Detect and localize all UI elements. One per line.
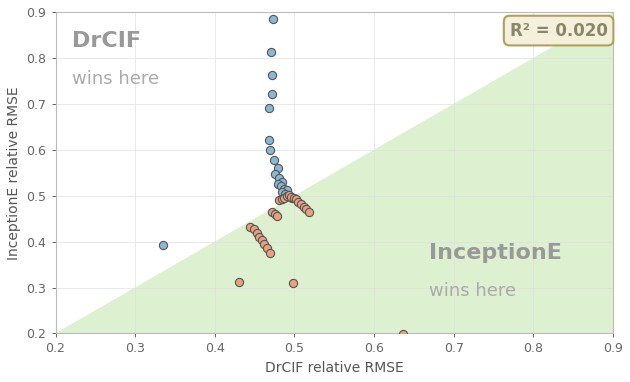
Point [274, 175, 284, 181]
Point [282, 193, 292, 199]
Point [273, 181, 283, 187]
Point [284, 192, 294, 198]
Point [267, 209, 277, 215]
Point [296, 201, 306, 207]
Text: DrCIF: DrCIF [72, 31, 141, 51]
Point [265, 147, 275, 153]
Point [279, 186, 289, 192]
Point [277, 179, 287, 185]
Point [270, 171, 280, 177]
Point [289, 195, 299, 201]
Point [277, 189, 287, 196]
Point [262, 246, 272, 252]
Point [245, 224, 255, 230]
Point [304, 209, 314, 215]
Point [264, 105, 274, 111]
Point [273, 165, 283, 171]
X-axis label: DrCIF relative RMSE: DrCIF relative RMSE [265, 361, 404, 375]
Point [272, 213, 282, 219]
Point [287, 195, 297, 201]
Point [257, 237, 267, 243]
Point [299, 204, 309, 210]
Point [269, 157, 279, 163]
Point [158, 242, 168, 248]
Point [301, 206, 311, 212]
Point [279, 194, 289, 201]
Point [285, 194, 295, 200]
Text: InceptionE: InceptionE [429, 243, 562, 264]
Point [276, 183, 286, 189]
Polygon shape [55, 12, 613, 333]
Point [280, 191, 290, 197]
Point [282, 187, 292, 193]
Point [282, 193, 292, 199]
Point [252, 230, 262, 236]
Point [288, 280, 298, 286]
Point [398, 331, 408, 337]
Point [268, 16, 278, 22]
Point [266, 49, 276, 55]
Text: R² = 0.020: R² = 0.020 [510, 22, 607, 40]
Point [270, 211, 280, 217]
Y-axis label: InceptionE relative RMSE: InceptionE relative RMSE [7, 86, 21, 259]
Point [291, 196, 301, 202]
Point [267, 91, 277, 97]
Point [286, 194, 296, 200]
Point [294, 199, 304, 205]
Point [255, 233, 265, 240]
Text: wins here: wins here [72, 70, 159, 88]
Point [259, 241, 269, 247]
Point [249, 226, 259, 232]
Point [274, 197, 284, 203]
Point [265, 250, 275, 256]
Point [267, 72, 277, 78]
Point [234, 279, 244, 285]
Point [277, 196, 287, 202]
Text: wins here: wins here [429, 282, 516, 300]
Point [264, 137, 274, 143]
